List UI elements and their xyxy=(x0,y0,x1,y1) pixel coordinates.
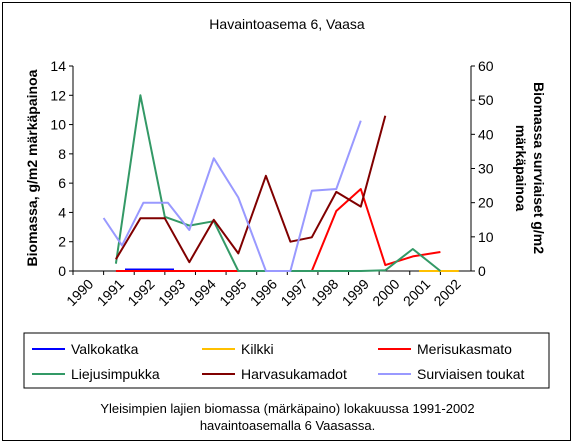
legend-label: Valkokatka xyxy=(71,341,139,357)
series-line-harvasukamadot xyxy=(115,115,387,264)
y2-tick-label: 30 xyxy=(478,161,494,177)
series-layer xyxy=(102,94,459,272)
x-tick-label: 2002 xyxy=(430,276,463,309)
y-tick-label: 4 xyxy=(58,204,66,220)
x-tick-label: 1993 xyxy=(155,276,188,309)
x-tick-label: 1992 xyxy=(124,276,157,309)
x-tick-label: 1996 xyxy=(247,276,280,309)
x-tick-label: 1997 xyxy=(277,276,310,309)
y2-tick-label: 60 xyxy=(478,58,494,74)
legend-label: Kilkki xyxy=(241,341,274,357)
series-line-merisukasmato xyxy=(115,188,441,272)
x-tick-label: 2000 xyxy=(369,276,402,309)
y-tick-label: 6 xyxy=(58,175,66,191)
legend-label: Liejusimpukka xyxy=(71,366,160,382)
x-tick-label: 1990 xyxy=(63,276,96,309)
y2-tick-label: 20 xyxy=(478,195,494,211)
y-tick-label: 8 xyxy=(58,146,66,162)
y2-tick-label: 0 xyxy=(478,263,486,279)
x-tick-label: 1994 xyxy=(186,276,219,309)
chart-title: Havaintoasema 6, Vaasa xyxy=(209,16,365,32)
y2-axis-label: Biomassa surviaiset g/m2 xyxy=(531,82,547,254)
legend: Valkokatka Kilkki Merisukasmato Liejusimpuk… xyxy=(23,332,550,389)
caption-line2: havaintoasemalla 6 Vaasassa. xyxy=(199,418,376,433)
x-tick-label: 1995 xyxy=(216,276,249,309)
y2-tick-label: 50 xyxy=(478,92,494,108)
x-tick-label: 2001 xyxy=(400,276,433,309)
x-tick-label: 1998 xyxy=(308,276,341,309)
y2-tick-label: 40 xyxy=(478,126,494,142)
legend-box xyxy=(23,332,550,389)
y2-tick-label: 10 xyxy=(478,229,494,245)
y-tick-label: 10 xyxy=(50,117,66,133)
x-tick-label: 1999 xyxy=(339,276,372,309)
legend-label: Surviaisen toukat xyxy=(417,366,525,382)
y-axis-label: Biomassa, g/m2 märkäpainoa xyxy=(24,69,40,266)
series-line-surviaisen-toukat xyxy=(102,120,362,272)
legend-label: Merisukasmato xyxy=(417,341,512,357)
y-tick-label: 14 xyxy=(50,58,66,74)
series-line-liejusimpukka xyxy=(114,94,442,272)
legend-label: Harvasukamadot xyxy=(241,366,347,382)
x-tick-label: 1991 xyxy=(94,276,127,309)
y-tick-label: 12 xyxy=(50,87,66,103)
y-tick-label: 2 xyxy=(58,234,66,250)
caption-line1: Yleisimpien lajien biomassa (märkäpaino)… xyxy=(100,401,475,416)
y2-axis-label-line2: märkäpainoa xyxy=(513,125,529,212)
y-tick-label: 0 xyxy=(58,263,66,279)
